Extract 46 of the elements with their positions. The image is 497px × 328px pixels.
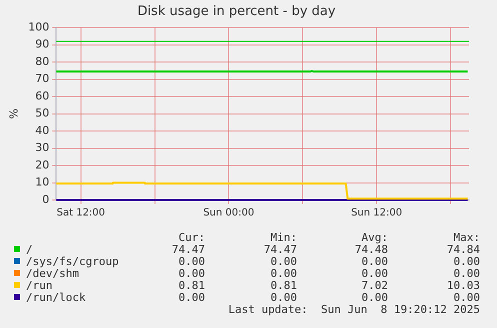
x-tick-label: Sun 12:00 [351,208,402,219]
text: 74.47 [262,243,297,256]
x-tick-label: Sat 12:00 [56,208,106,219]
text: 0.00 [270,255,297,268]
legend-label: /run/lock [26,291,86,304]
text: 0.00 [178,267,205,280]
text: 0.00 [452,267,480,280]
text: 0.00 [178,291,205,304]
y-tick-label: 50 [35,106,50,120]
y-tick-label: 60 [35,89,50,102]
y-tick-label: 30 [35,141,50,154]
y-tick-label: 20 [35,158,50,172]
text: 10.03 [446,279,480,292]
y-tick-label: 0 [42,192,50,206]
text: 74.47 [170,243,205,256]
y-tick-label: 70 [35,72,50,86]
legend-label: /sys/fs/cgroup [26,255,119,268]
text: Avg: [360,231,388,244]
legend-label: /dev/shm [26,267,79,280]
text: 7.02 [360,279,388,292]
text: 0.00 [360,291,388,304]
chart-title: Disk usage in percent - by day [137,4,336,20]
text: 0.00 [452,291,480,304]
text: 0.00 [270,291,297,304]
text: Min: [270,231,297,244]
x-tick-label: Sun 00:00 [203,208,254,219]
text: 0.00 [360,267,388,280]
text: Cur: [178,231,205,244]
y-axis-title: % [7,108,20,120]
text: 74.84 [446,243,480,256]
text: 0.81 [270,279,297,292]
y-tick-label: 10 [35,176,50,189]
text: 0.81 [178,279,205,292]
text: 0.00 [360,255,388,268]
y-tick-label: 40 [35,124,50,137]
text: 0.00 [270,267,297,280]
text: 74.48 [354,243,388,256]
y-tick-label: 90 [35,38,50,51]
text: 0.00 [452,255,480,268]
text: 0.00 [178,255,205,268]
text: Max: [452,231,480,244]
y-tick-label: 100 [28,20,50,34]
y-tick-label: 80 [35,54,50,68]
legend-label: / [26,243,33,256]
legend-label: /run [26,279,52,292]
text: Last update: Sun Jun 8 19:20:12 2025 [228,303,480,316]
